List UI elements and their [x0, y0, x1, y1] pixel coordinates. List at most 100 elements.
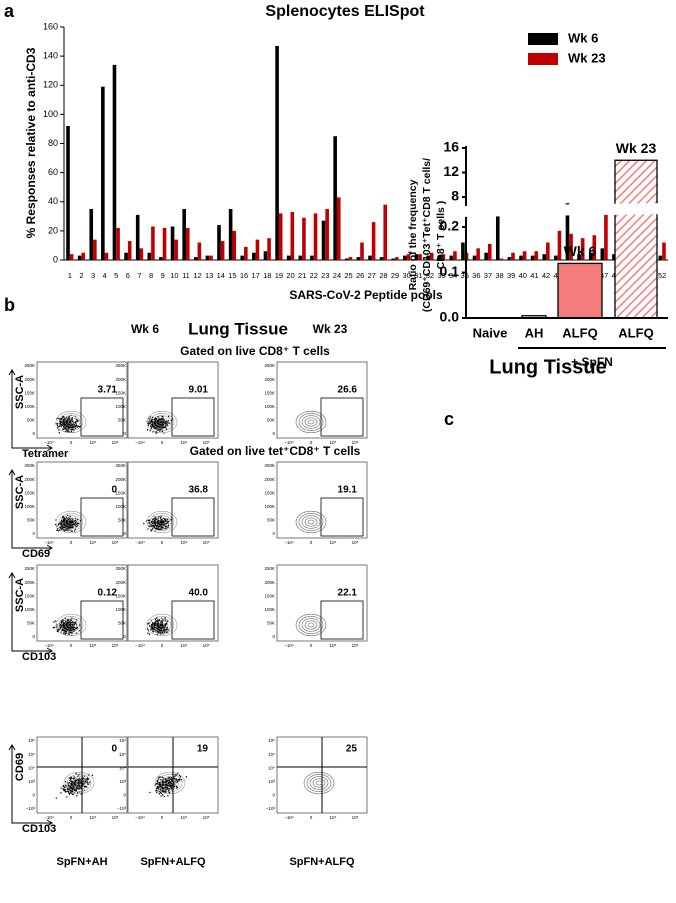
contour: [149, 513, 175, 531]
bar: [612, 254, 616, 260]
gate: [320, 397, 364, 437]
y-tick-label: 100K: [115, 607, 126, 612]
x-tick-label: 10⁵: [203, 440, 210, 445]
x-axis-title: Tetramer: [22, 448, 69, 460]
bar: [112, 64, 117, 260]
contour: [55, 613, 87, 637]
legend-label: Wk 23: [568, 50, 606, 65]
contour: [58, 513, 84, 531]
bar: [336, 197, 341, 260]
x-tick-label: 0: [70, 815, 73, 820]
bar: [116, 227, 120, 260]
gate-value: 0: [111, 744, 117, 755]
panel-label: b: [4, 295, 15, 315]
contour: [157, 774, 183, 792]
bar: [313, 213, 318, 260]
contour: [67, 419, 75, 425]
x-tick-label: 3: [91, 271, 95, 280]
x-axis-title: CD103: [22, 823, 56, 835]
y-tick-label: 250K: [24, 463, 35, 468]
bar: [290, 211, 295, 260]
x-tick-label: 10⁵: [203, 540, 210, 545]
panel-label: a: [4, 1, 15, 21]
x-tick-label: −10⁴: [135, 643, 145, 648]
x-tick-label: 17: [251, 271, 259, 280]
bar: [244, 246, 248, 260]
x-tick-label: 29: [391, 271, 399, 280]
y-tick-label: 250K: [264, 463, 275, 468]
chart-title: Lung Tissue: [489, 356, 606, 378]
y-tick-label: 160: [43, 21, 58, 31]
y-tick-label: −10³: [117, 806, 127, 811]
x-tick-label: 0: [70, 440, 73, 445]
y-tick-label: 50K: [267, 418, 275, 423]
y-tick-label: 100K: [24, 504, 35, 509]
x-tick-label: 15: [228, 271, 236, 280]
y-tick-label: 0.2: [440, 218, 460, 234]
x-tick-label: 31: [414, 271, 422, 280]
x-tick-label: 10⁴: [181, 540, 188, 545]
contour: [303, 771, 335, 795]
bar: [658, 255, 663, 260]
bar: [170, 226, 175, 260]
x-tick-label: 0: [70, 540, 73, 545]
y-tick-label: 10⁴: [28, 765, 35, 770]
y-tick-label: 250K: [24, 363, 35, 368]
bar-label: Wk 6: [564, 243, 597, 259]
y-axis-title: % Responses relative to anti-CD3: [24, 47, 38, 238]
bar: [252, 252, 256, 260]
bar: [267, 238, 271, 260]
y-tick-label: 250K: [264, 566, 275, 571]
bar: [511, 252, 515, 260]
bar: [77, 255, 82, 260]
y-tick-label: 12: [443, 163, 459, 179]
bar: [147, 252, 152, 260]
x-tick-label: 0: [310, 440, 313, 445]
bar: [325, 209, 329, 260]
x-tick-label: 10⁴: [90, 440, 97, 445]
y-tick-label: 0: [123, 531, 126, 536]
x-tick-label: 10⁵: [112, 440, 119, 445]
contour: [306, 774, 332, 792]
y-tick-label: 100K: [264, 504, 275, 509]
axis-arrow: [8, 469, 53, 552]
legend-swatch: [528, 53, 558, 65]
bar: [476, 248, 480, 260]
bar: [577, 254, 581, 260]
gate: [320, 600, 364, 640]
x-tick-label: 40: [519, 271, 527, 280]
y-tick-label: 100K: [24, 404, 35, 409]
x-tick-label: 10⁴: [330, 643, 337, 648]
contour: [67, 622, 75, 628]
bar: [406, 254, 411, 260]
contour: [64, 620, 78, 630]
bar: [569, 233, 573, 260]
gate-title: Gated on live CD8⁺ T cells: [180, 344, 330, 358]
contour: [61, 515, 81, 529]
y-axis-title: SSC-A: [14, 375, 26, 409]
x-tick-label: ALFQ: [618, 325, 653, 340]
y-tick-label: 0: [272, 531, 275, 536]
bar: [554, 255, 558, 260]
bar: [333, 136, 337, 260]
gate-value: 25: [346, 744, 358, 755]
contour: [295, 410, 327, 434]
bar: [348, 257, 353, 260]
bar: [275, 45, 279, 261]
bar: [302, 217, 306, 260]
x-tick-label: 52: [658, 271, 666, 280]
x-tick-label: 5: [114, 271, 118, 280]
y-tick-label: 150K: [24, 593, 35, 598]
y-tick-label: 0: [272, 793, 275, 798]
x-tick-label: 47: [600, 271, 608, 280]
y-tick-label: 10⁵: [119, 752, 126, 757]
bar: [472, 255, 477, 260]
x-tick-label: 14: [217, 271, 225, 280]
bar: [193, 257, 198, 260]
y-tick-label: 200K: [115, 580, 126, 585]
x-tick-label: −10⁴: [44, 815, 54, 820]
bar: [604, 213, 608, 260]
bar: [542, 254, 547, 260]
gate: [80, 497, 124, 537]
